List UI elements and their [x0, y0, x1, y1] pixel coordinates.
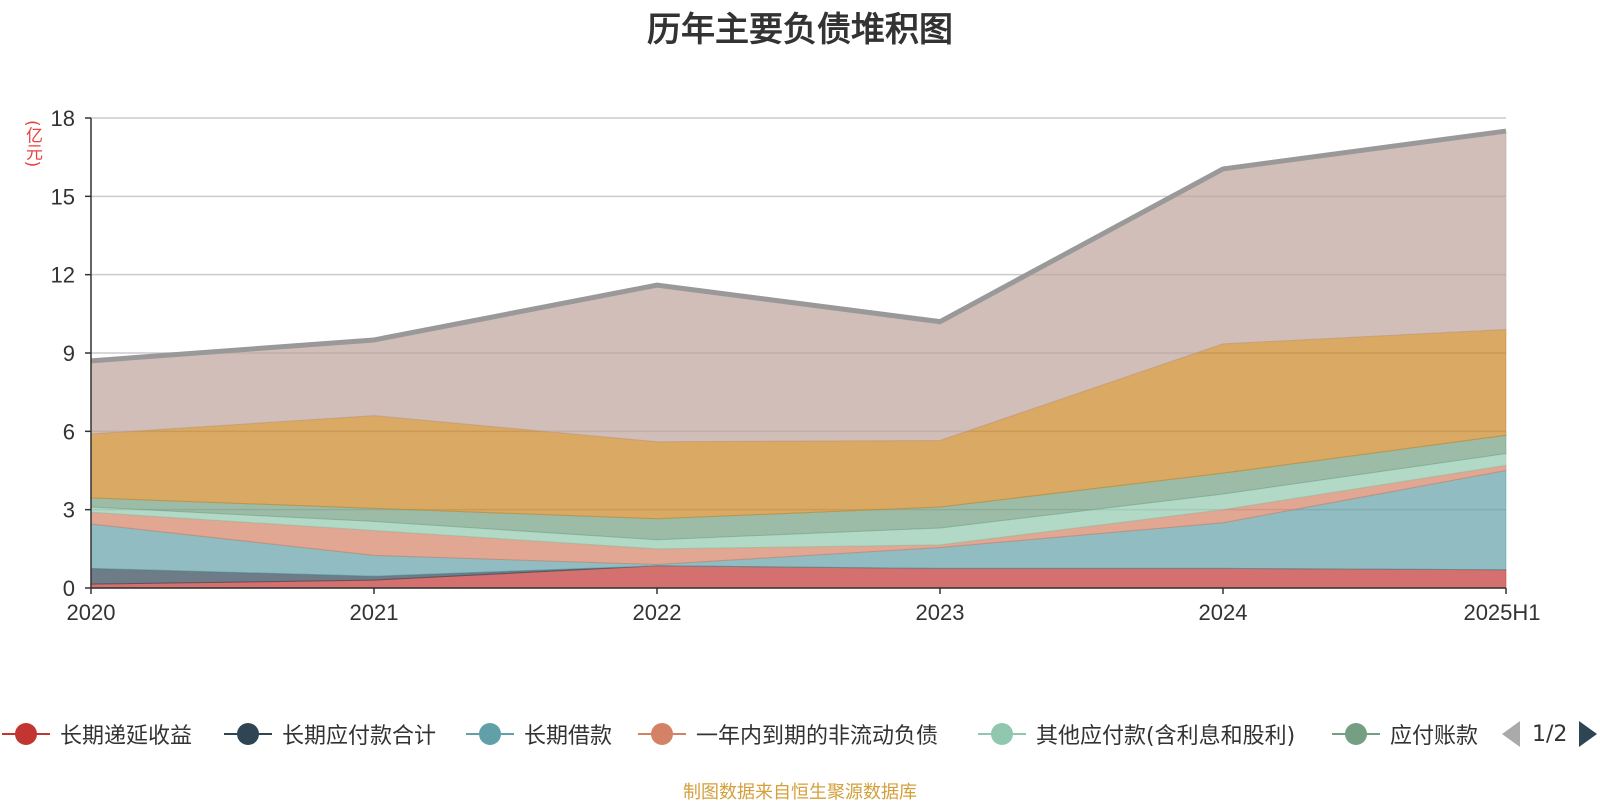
- x-tick-label: 2023: [916, 600, 965, 625]
- legend-page-indicator: 1/2: [1532, 721, 1568, 747]
- legend-label: 应付账款: [1390, 724, 1479, 749]
- legend-item[interactable]: 一年内到期的非流动负债: [638, 712, 938, 756]
- legend-label: 长期应付款合计: [282, 724, 437, 749]
- legend-label: 长期借款: [524, 724, 613, 749]
- x-tick-label: 2022: [633, 600, 682, 625]
- y-tick-label: 0: [63, 576, 75, 601]
- y-tick-label: 3: [63, 498, 75, 523]
- x-tick-label: 2025H1: [1463, 600, 1540, 625]
- legend-marker-icon: [1332, 723, 1380, 745]
- legend-label: 其他应付款(含利息和股利): [1036, 724, 1296, 749]
- legend-item[interactable]: 长期递延收益: [2, 712, 192, 756]
- chart-title: 历年主要负债堆积图: [647, 10, 953, 50]
- legend-prev-icon[interactable]: [1500, 719, 1522, 749]
- y-tick-label: 15: [51, 184, 75, 209]
- y-tick-label: 6: [63, 419, 75, 444]
- y-tick-label: 9: [63, 341, 75, 366]
- legend-marker-icon: [978, 723, 1026, 745]
- x-tick-label: 2021: [350, 600, 399, 625]
- legend-pager: 1/2: [1500, 716, 1599, 752]
- legend-label: 长期递延收益: [60, 724, 193, 749]
- x-tick-label: 2024: [1199, 600, 1248, 625]
- legend-item[interactable]: 其他应付款(含利息和股利): [978, 712, 1295, 756]
- legend-item[interactable]: 长期应付款合计: [224, 712, 436, 756]
- legend-item[interactable]: 应付账款: [1332, 712, 1478, 756]
- y-axis-unit-label: (亿元): [22, 120, 42, 168]
- source-note: 制图数据来自恒生聚源数据库: [683, 782, 917, 803]
- legend-next-icon[interactable]: [1577, 719, 1599, 749]
- y-tick-label: 18: [51, 106, 75, 131]
- total-line: [90, 128, 1507, 364]
- legend-marker-icon: [638, 723, 686, 745]
- legend-item[interactable]: 长期借款: [466, 712, 612, 756]
- legend-marker-icon: [2, 723, 50, 745]
- legend-marker-icon: [224, 723, 272, 745]
- legend-label: 一年内到期的非流动负债: [696, 724, 939, 749]
- x-tick-label: 2020: [67, 600, 116, 625]
- legend-marker-icon: [466, 723, 514, 745]
- y-tick-label: 12: [51, 263, 75, 288]
- legend: 长期递延收益 长期应付款合计 长期借款 一年内到期的非流动负债 其他应付款(含利息和股利…: [0, 712, 1484, 756]
